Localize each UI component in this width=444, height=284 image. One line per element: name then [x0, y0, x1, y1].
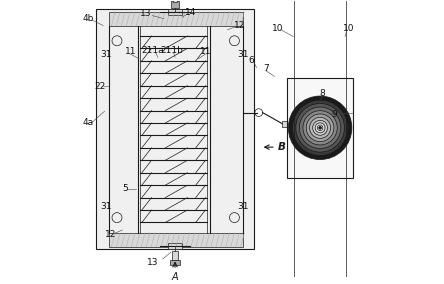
Text: 5: 5 [122, 184, 127, 193]
Text: 31: 31 [101, 50, 112, 59]
Bar [282, 121, 287, 127]
Text: 10: 10 [272, 24, 283, 33]
Circle shape [299, 107, 341, 149]
Circle shape [293, 100, 348, 155]
Text: 12: 12 [234, 21, 246, 30]
Circle shape [306, 114, 334, 142]
Circle shape [309, 117, 331, 138]
Text: 4b: 4b [82, 14, 94, 23]
Text: 31: 31 [238, 50, 249, 59]
Text: A: A [172, 272, 178, 282]
Circle shape [288, 96, 352, 160]
Bar [173, 0, 177, 2]
Text: 13: 13 [147, 258, 158, 267]
Text: 11: 11 [200, 47, 211, 56]
Bar [109, 12, 243, 26]
Circle shape [319, 127, 321, 129]
Bar [171, 1, 179, 8]
Bar [172, 251, 178, 260]
Bar [287, 78, 353, 178]
Circle shape [315, 123, 325, 133]
Bar [168, 243, 182, 249]
Bar [96, 9, 254, 249]
Bar [168, 9, 182, 15]
Text: 31: 31 [238, 202, 249, 211]
Text: 22: 22 [94, 82, 106, 91]
Text: 8: 8 [319, 89, 325, 98]
Circle shape [303, 111, 337, 145]
Text: 9: 9 [331, 110, 337, 119]
Text: 6: 6 [249, 56, 254, 64]
Text: 10: 10 [343, 24, 355, 33]
Circle shape [313, 120, 328, 135]
Text: 7: 7 [263, 64, 269, 74]
Circle shape [319, 126, 321, 129]
Text: 12: 12 [105, 230, 117, 239]
Text: 4a: 4a [83, 118, 94, 127]
Circle shape [317, 125, 323, 131]
Circle shape [296, 103, 345, 152]
Text: B: B [278, 142, 286, 152]
Text: 11: 11 [124, 47, 136, 56]
Text: 211b: 211b [160, 46, 183, 55]
Text: 211a: 211a [141, 46, 164, 55]
Text: 14: 14 [185, 8, 197, 17]
Bar [109, 233, 243, 247]
Bar [170, 260, 180, 265]
Text: 31: 31 [101, 202, 112, 211]
Text: 13: 13 [140, 9, 152, 18]
